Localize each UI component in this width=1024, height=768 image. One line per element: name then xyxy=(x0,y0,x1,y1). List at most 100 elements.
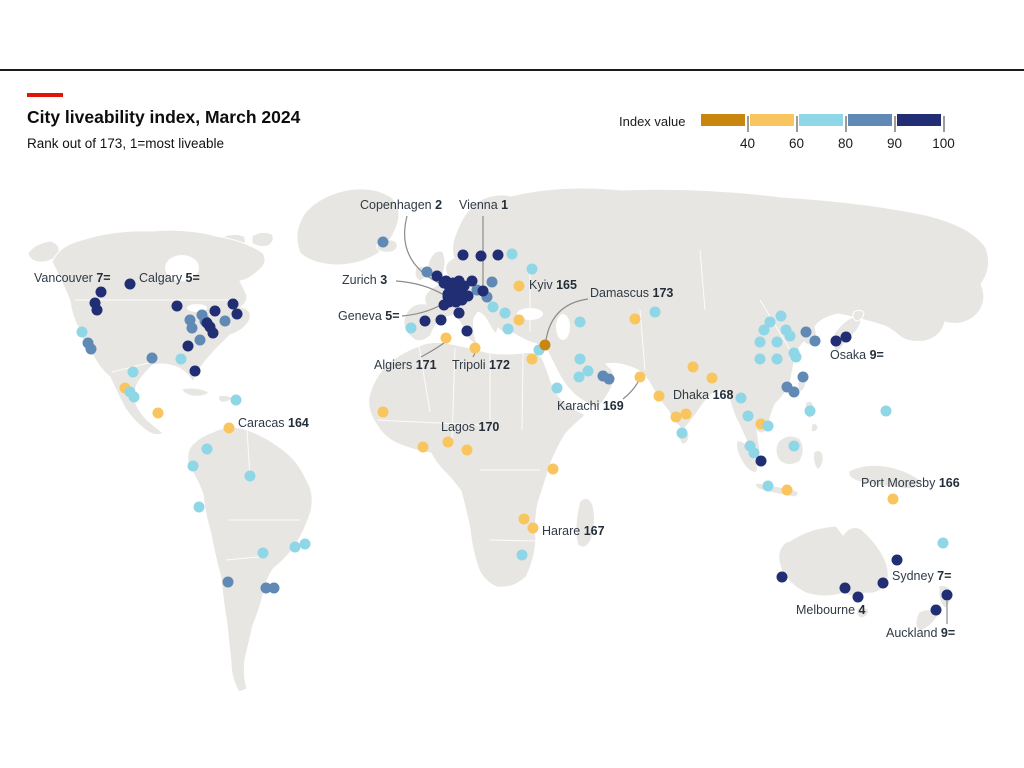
city-dot xyxy=(937,537,949,549)
land-new-guinea xyxy=(848,464,923,490)
color-legend: Index value 40 60 80 90 100 xyxy=(619,112,955,156)
land-madagascar xyxy=(575,497,596,548)
city-dot xyxy=(790,351,802,363)
city-dot xyxy=(194,334,206,346)
city-dot xyxy=(797,371,809,383)
caspian-sea xyxy=(556,314,570,340)
legend-band-90-100: 100 xyxy=(896,112,955,156)
land-arctic-island xyxy=(251,231,274,248)
city-dot-lagos xyxy=(442,436,454,448)
city-dot xyxy=(231,308,243,320)
city-dot-damascus xyxy=(539,339,551,351)
city-dot xyxy=(76,326,88,338)
city-dot xyxy=(788,440,800,452)
city-dot xyxy=(189,365,201,377)
city-dot xyxy=(486,276,498,288)
city-dot xyxy=(499,307,511,319)
city-dot xyxy=(800,326,812,338)
land-hokkaido xyxy=(852,309,865,322)
city-dot xyxy=(227,298,239,310)
city-dot xyxy=(771,353,783,365)
leader-line-zurich xyxy=(395,280,445,296)
legend-band-80-90: 90 xyxy=(847,112,902,156)
city-dot xyxy=(222,576,234,588)
city-dot xyxy=(735,392,747,404)
city-dot xyxy=(187,460,199,472)
city-dot xyxy=(289,541,301,553)
city-dot xyxy=(193,501,205,513)
legend-swatch xyxy=(749,114,794,126)
city-dot xyxy=(377,236,389,248)
city-dot xyxy=(784,330,796,342)
city-dot-osaka xyxy=(830,335,842,347)
city-dot xyxy=(457,249,469,261)
legend-band-<=40: 40 xyxy=(700,112,755,156)
leader-lines xyxy=(395,215,948,624)
city-dot-kyiv xyxy=(513,280,525,292)
city-dot xyxy=(516,549,528,561)
top-rule xyxy=(0,69,1024,71)
city-dot-melbourne xyxy=(852,591,864,603)
city-dot xyxy=(462,290,474,302)
land-hispaniola xyxy=(217,394,233,403)
city-dot xyxy=(405,322,417,334)
land-australia xyxy=(778,525,889,597)
land-south-america xyxy=(187,426,313,693)
city-dot xyxy=(762,420,774,432)
city-dot xyxy=(518,513,530,525)
city-dot xyxy=(764,316,776,328)
city-dot xyxy=(492,249,504,261)
city-dot xyxy=(201,443,213,455)
city-dot xyxy=(755,455,767,467)
city-dot-algiers xyxy=(440,332,452,344)
red-accent-tick xyxy=(27,93,63,97)
city-dot xyxy=(653,390,665,402)
city-dot-caracas xyxy=(223,422,235,434)
city-dot xyxy=(680,408,692,420)
chart-header: City liveability index, March 2024 Rank … xyxy=(27,93,300,151)
city-dot xyxy=(670,411,682,423)
city-dot xyxy=(930,604,942,616)
city-dot xyxy=(840,331,852,343)
city-dot xyxy=(513,314,525,326)
legend-tick xyxy=(893,116,896,132)
city-dot xyxy=(461,325,473,337)
legend-swatch xyxy=(798,114,843,126)
city-dot xyxy=(788,386,800,398)
hudson-bay xyxy=(165,255,199,281)
city-dot xyxy=(839,582,851,594)
city-dot-dhaka xyxy=(706,372,718,384)
legend-tick-label: 60 xyxy=(788,136,805,151)
land-greenland xyxy=(296,188,400,266)
city-dot-harare xyxy=(527,522,539,534)
city-dot xyxy=(506,248,518,260)
city-dot-vienna xyxy=(477,285,489,297)
city-dot xyxy=(421,266,433,278)
leader-line-damascus xyxy=(545,298,589,341)
city-dot-tripoli xyxy=(469,342,481,354)
land-philippines-south xyxy=(810,423,819,433)
legend-tick-label: 90 xyxy=(886,136,903,151)
city-dot xyxy=(748,447,760,459)
city-dot xyxy=(431,270,443,282)
legend-tick xyxy=(795,116,798,132)
city-dot xyxy=(771,336,783,348)
city-dot xyxy=(574,353,586,365)
city-dot xyxy=(891,554,903,566)
legend-tick-label: 100 xyxy=(932,136,955,151)
land-borneo xyxy=(775,435,804,466)
city-dot xyxy=(880,405,892,417)
city-dot xyxy=(547,463,559,475)
leader-line-geneva xyxy=(401,304,442,317)
land-cuba xyxy=(181,387,210,397)
city-dot xyxy=(475,250,487,262)
leader-line-tripoli xyxy=(472,352,476,358)
city-dot xyxy=(754,336,766,348)
legend-tick xyxy=(746,116,749,132)
city-dot xyxy=(127,366,139,378)
legend-swatch xyxy=(896,114,941,126)
map-land xyxy=(27,187,990,693)
city-dot xyxy=(230,394,242,406)
leader-line-karachi xyxy=(622,381,639,400)
